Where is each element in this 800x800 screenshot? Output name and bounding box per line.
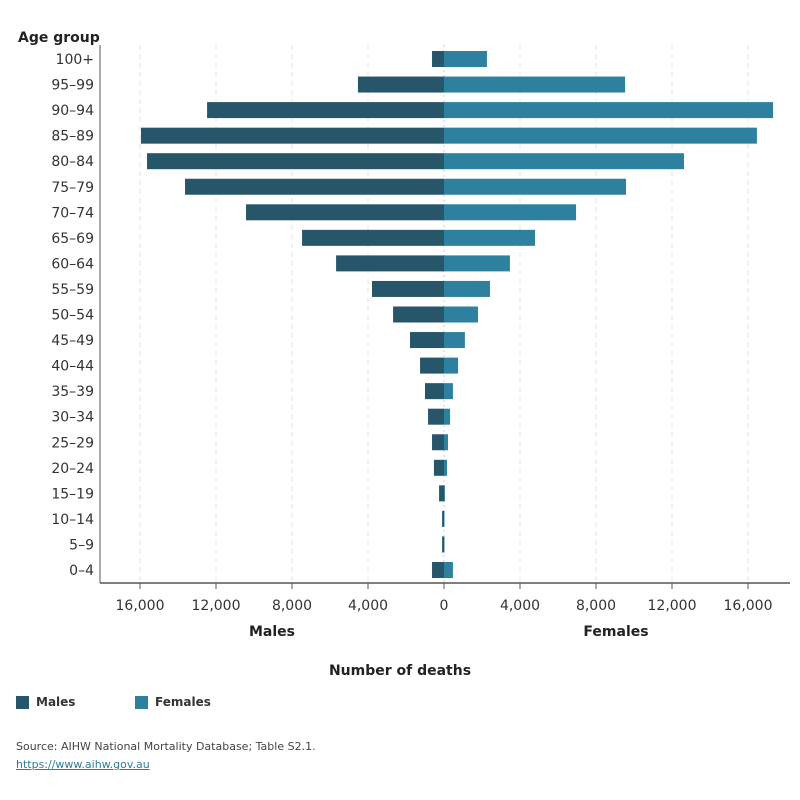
bar-females bbox=[444, 536, 445, 553]
legend-swatch-females bbox=[135, 695, 148, 709]
y-tick-label: 85–89 bbox=[51, 129, 94, 145]
bar-females bbox=[444, 408, 451, 425]
bar-females bbox=[444, 332, 465, 349]
bar-females bbox=[444, 383, 453, 400]
y-tick-label: 100+ bbox=[56, 52, 94, 68]
y-tick-label: 25–29 bbox=[51, 435, 94, 451]
bar-females bbox=[444, 459, 448, 476]
legend-swatch-males bbox=[16, 695, 29, 709]
source-note: Source: AIHW National Mortality Database… bbox=[16, 740, 316, 753]
y-tick-label: 95–99 bbox=[51, 78, 94, 94]
x-tick-label: 4,000 bbox=[348, 598, 388, 614]
y-tick-label: 90–94 bbox=[51, 103, 94, 119]
bar-males bbox=[409, 332, 444, 349]
population-pyramid-chart: Age group 100+ 95–99 90–94 85–89 80–84 75–79 7… bbox=[18, 30, 790, 679]
bar-females bbox=[444, 562, 453, 578]
bar-males bbox=[246, 204, 444, 221]
bar-males bbox=[432, 562, 444, 578]
bar-females bbox=[444, 102, 774, 119]
bar-males bbox=[420, 357, 444, 374]
bar-males bbox=[207, 102, 444, 119]
x-tick-label: 16,000 bbox=[724, 598, 773, 614]
bar-males bbox=[442, 536, 444, 553]
bar-females bbox=[444, 76, 626, 93]
bar-males bbox=[442, 510, 444, 527]
y-tick-label: 20–24 bbox=[51, 461, 94, 477]
bar-males bbox=[432, 434, 444, 451]
bar-males bbox=[185, 178, 444, 195]
bar-females bbox=[444, 434, 448, 451]
x-tick-label: 12,000 bbox=[192, 598, 241, 614]
y-tick-label: 35–39 bbox=[51, 384, 94, 400]
x-tick-label: 8,000 bbox=[576, 598, 616, 614]
legend-label-males: Males bbox=[36, 695, 76, 709]
bar-females bbox=[444, 357, 459, 374]
y-tick-label: 10–14 bbox=[51, 512, 94, 528]
source-link[interactable]: https://www.aihw.gov.au bbox=[16, 758, 150, 771]
y-tick-label: 15–19 bbox=[51, 486, 94, 502]
x-tick-label: 12,000 bbox=[648, 598, 697, 614]
x-tick-label: 4,000 bbox=[500, 598, 540, 614]
legend-label-females: Females bbox=[155, 695, 211, 709]
y-tick-label: 60–64 bbox=[51, 256, 94, 272]
y-tick-label: 45–49 bbox=[51, 333, 94, 349]
bar-males bbox=[425, 383, 444, 400]
bar-males bbox=[428, 408, 444, 425]
males-axis-label: Males bbox=[249, 624, 295, 640]
bar-males bbox=[432, 51, 444, 67]
y-tick-label: 75–79 bbox=[51, 180, 94, 196]
bar-males bbox=[140, 127, 444, 144]
y-tick-label: 65–69 bbox=[51, 231, 94, 247]
bar-males bbox=[357, 76, 444, 93]
bar-females bbox=[444, 127, 757, 144]
legend-item-females[interactable]: Females bbox=[135, 695, 211, 709]
y-tick-label: 5–9 bbox=[69, 537, 94, 553]
bar-males bbox=[302, 229, 444, 246]
legend-item-males[interactable]: Males bbox=[16, 695, 75, 709]
y-tick-label: 50–54 bbox=[51, 308, 94, 324]
bar-males bbox=[439, 485, 444, 502]
bar-females bbox=[444, 178, 627, 195]
x-tick-label: 0 bbox=[440, 598, 449, 614]
y-tick-label: 40–44 bbox=[51, 359, 94, 375]
y-tick-label: 30–34 bbox=[51, 410, 94, 426]
bar-males bbox=[336, 255, 444, 272]
bar-males bbox=[393, 306, 444, 323]
bar-females bbox=[444, 51, 487, 67]
x-tick-label: 8,000 bbox=[272, 598, 312, 614]
bar-males bbox=[147, 153, 444, 170]
y-tick-label: 55–59 bbox=[51, 282, 94, 298]
bar-females bbox=[444, 485, 445, 502]
bar-females bbox=[444, 280, 490, 297]
bar-males bbox=[371, 280, 444, 297]
bar-females bbox=[444, 229, 536, 246]
bar-females bbox=[444, 255, 510, 272]
y-tick-label: 0–4 bbox=[69, 563, 94, 579]
y-tick-label: 80–84 bbox=[51, 154, 94, 170]
bar-males bbox=[433, 459, 444, 476]
females-axis-label: Females bbox=[583, 624, 648, 640]
y-tick-label: 70–74 bbox=[51, 205, 94, 221]
bar-females bbox=[444, 153, 684, 170]
x-axis-title: Number of deaths bbox=[329, 663, 471, 679]
bar-females bbox=[444, 204, 577, 221]
x-tick-label: 16,000 bbox=[116, 598, 165, 614]
bar-females bbox=[444, 306, 479, 323]
bar-females bbox=[444, 510, 445, 527]
y-axis-title: Age group bbox=[18, 30, 100, 46]
